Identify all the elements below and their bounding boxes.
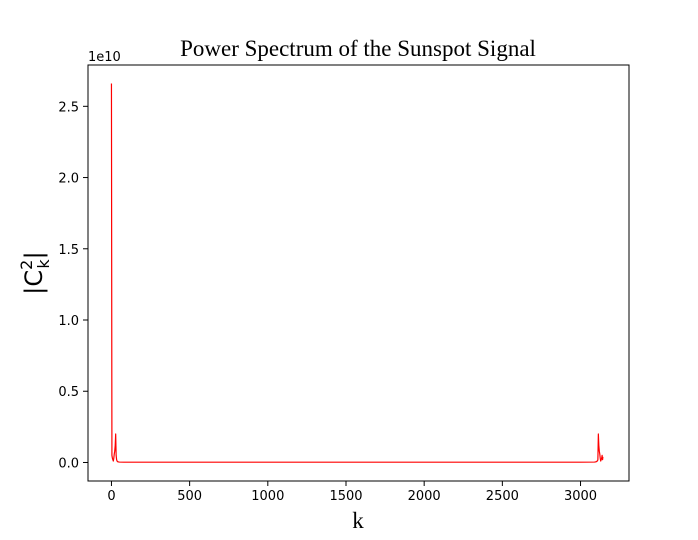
x-tick-label: 1500 <box>329 489 362 504</box>
y-tick-label: 0.0 <box>58 456 79 471</box>
plot-layer: 0 500 1000 1500 2000 2500 3000 0.0 0.5 1.0 1.5 2.0 2… <box>58 83 604 504</box>
y-tick-label: 0.5 <box>58 385 79 400</box>
x-tick-label: 1000 <box>251 489 284 504</box>
x-tick-label: 2500 <box>486 489 519 504</box>
y-axis-label-base: |C <box>20 270 48 295</box>
y-tick-label: 2.0 <box>58 172 79 187</box>
y-axis-label-close: | <box>20 251 48 259</box>
x-tick-label: 500 <box>177 489 202 504</box>
svg-text:|C2k|: |C2k| <box>17 251 53 294</box>
plot-frame <box>87 64 630 482</box>
x-axis-label: k <box>352 508 364 533</box>
y-axis-label-superscript: 2 <box>17 260 36 270</box>
series-line <box>110 83 604 463</box>
y-tick-label: 2.5 <box>58 100 79 115</box>
x-tick-label: 2000 <box>408 489 441 504</box>
chart-title: Power Spectrum of the Sunspot Signal <box>180 36 536 61</box>
y-tick-label: 1.5 <box>58 243 79 258</box>
y-offset-label: 1e10 <box>88 50 121 65</box>
y-tick-label: 1.0 <box>58 314 79 329</box>
x-tick-label: 3000 <box>564 489 597 504</box>
y-axis-label-subscript: k <box>34 259 53 269</box>
y-axis-label: |C2k| <box>17 251 53 294</box>
x-tick-label: 0 <box>107 489 115 504</box>
